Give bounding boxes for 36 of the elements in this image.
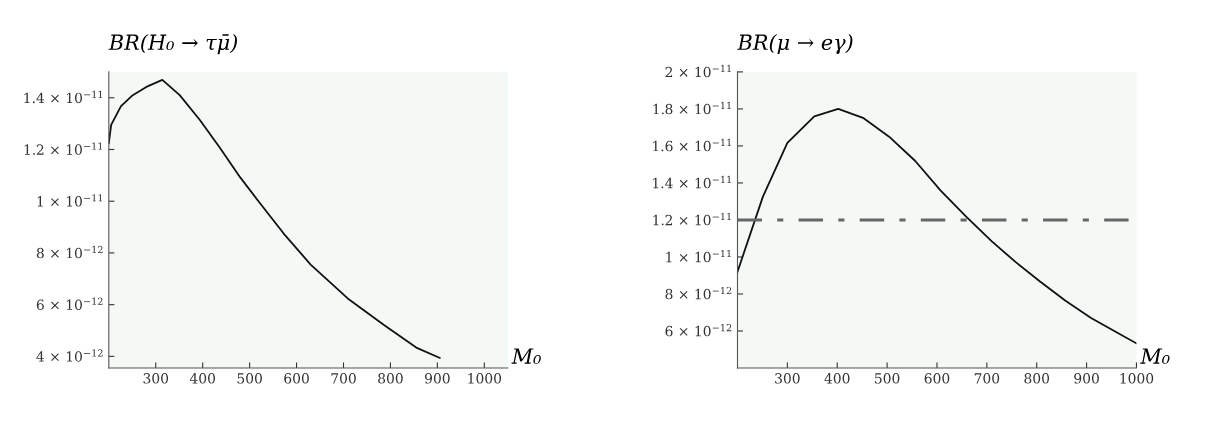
y-tick-label: 1.4 × 10$^{−11}$ xyxy=(24,90,103,104)
x-tick-label: 1000 xyxy=(1120,373,1154,384)
y-axis-title: BR(H₀ → τμ̄) xyxy=(108,33,238,55)
x-tick-label: 800 xyxy=(378,373,403,384)
x-tick-label: 800 xyxy=(1024,373,1050,384)
x-tick-label: 900 xyxy=(1074,373,1099,384)
y-tick-label: 1.2 × 10$^{−11}$ xyxy=(24,142,103,155)
y-tick-label: 4 × 10$^{−12}$ xyxy=(36,349,103,362)
line-series xyxy=(108,79,441,359)
y-tick-label: 1 × 10$^{−11}$ xyxy=(666,249,731,263)
x-tick-label: 500 xyxy=(875,373,900,384)
x-tick-label: 1000 xyxy=(468,373,502,384)
y-tick-label: 1.4 × 10$^{−11}$ xyxy=(653,175,731,189)
x-tick-label: 600 xyxy=(284,373,309,384)
x-tick-label: 300 xyxy=(143,373,169,384)
x-tick-label: 900 xyxy=(424,373,450,384)
line-series xyxy=(737,108,1137,345)
x-tick-label: 700 xyxy=(974,373,1000,384)
y-tick-label: 6 × 10$^{−12}$ xyxy=(36,297,103,311)
x-tick-label: 400 xyxy=(189,373,216,384)
y-tick-label: 8 × 10$^{−12}$ xyxy=(36,245,103,259)
y-tick-label: 2 × 10$^{−11}$ xyxy=(665,64,731,78)
y-tick-label: 1 × 10$^{−11}$ xyxy=(37,194,103,207)
x-tick-label: 500 xyxy=(237,373,262,384)
y-tick-label: 1.2 × 10$^{−11}$ xyxy=(653,212,731,226)
x-tick-label: 400 xyxy=(824,373,850,384)
x-axis-title: M₀ xyxy=(511,348,541,364)
x-tick-label: 300 xyxy=(775,373,800,384)
x-axis-title: M₀ xyxy=(1140,348,1170,364)
y-tick-label: 1.8 × 10$^{−11}$ xyxy=(653,101,731,115)
y-tick-label: 1.6 × 10$^{−11}$ xyxy=(653,138,731,152)
y-axis-title: BR(μ → eγ) xyxy=(737,33,853,55)
y-tick-label: 6 × 10$^{−12}$ xyxy=(665,323,732,337)
x-tick-label: 700 xyxy=(331,373,356,384)
x-tick-label: 600 xyxy=(924,373,950,384)
y-tick-label: 8 × 10$^{−12}$ xyxy=(665,286,732,300)
